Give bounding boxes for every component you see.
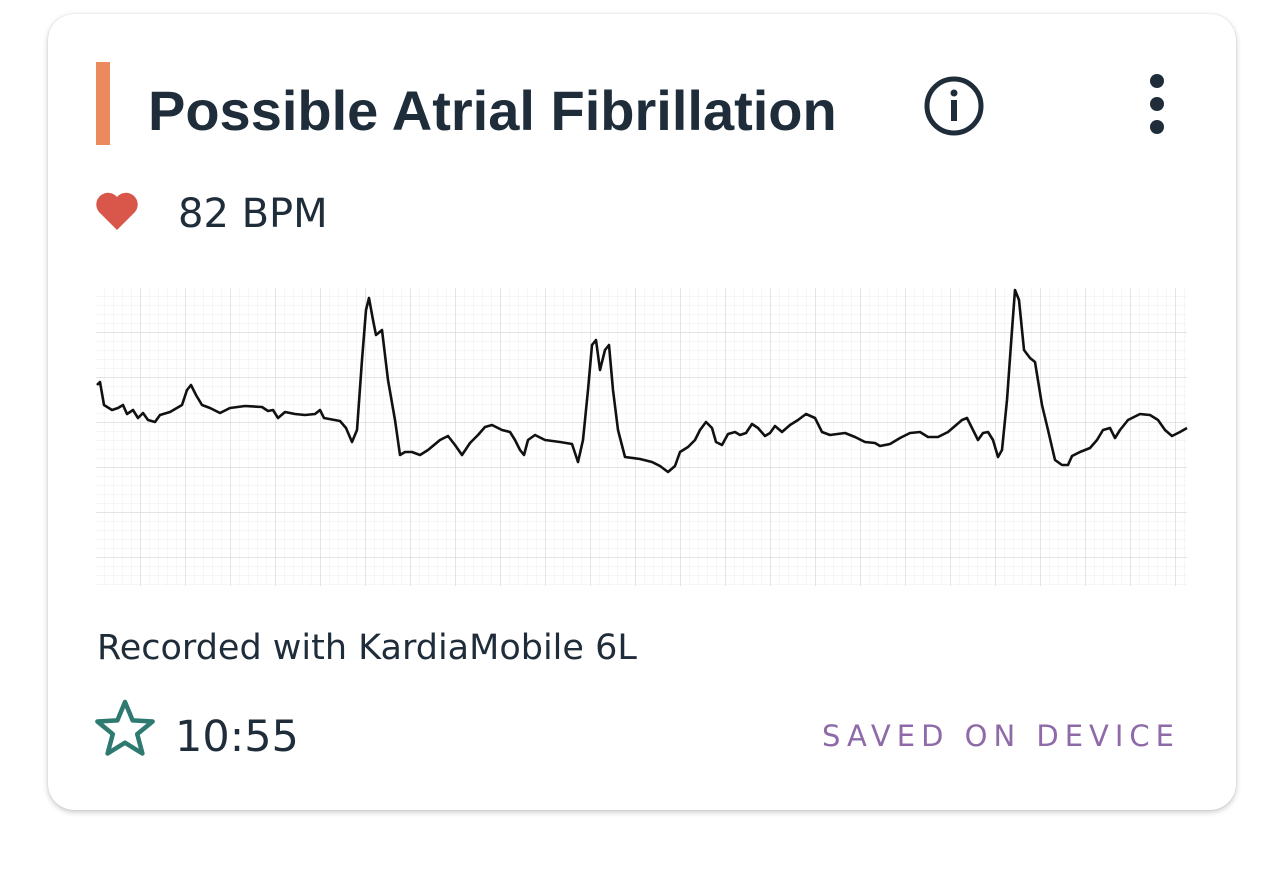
- save-status: SAVED ON DEVICE: [822, 719, 1180, 753]
- device-label: Recorded with KardiaMobile 6L: [97, 628, 637, 668]
- ecg-grid: [96, 288, 1187, 586]
- info-button[interactable]: [924, 76, 984, 136]
- title: Possible Atrial Fibrillation: [148, 79, 837, 142]
- favorite-star[interactable]: [95, 699, 155, 756]
- heart-icon: [96, 192, 138, 230]
- ecg-trace: [96, 288, 1188, 474]
- heart-rate: 82 BPM: [178, 191, 328, 237]
- more-menu[interactable]: [1150, 74, 1164, 134]
- recording-time: 10:55: [175, 712, 299, 762]
- severity-bar: [96, 62, 110, 145]
